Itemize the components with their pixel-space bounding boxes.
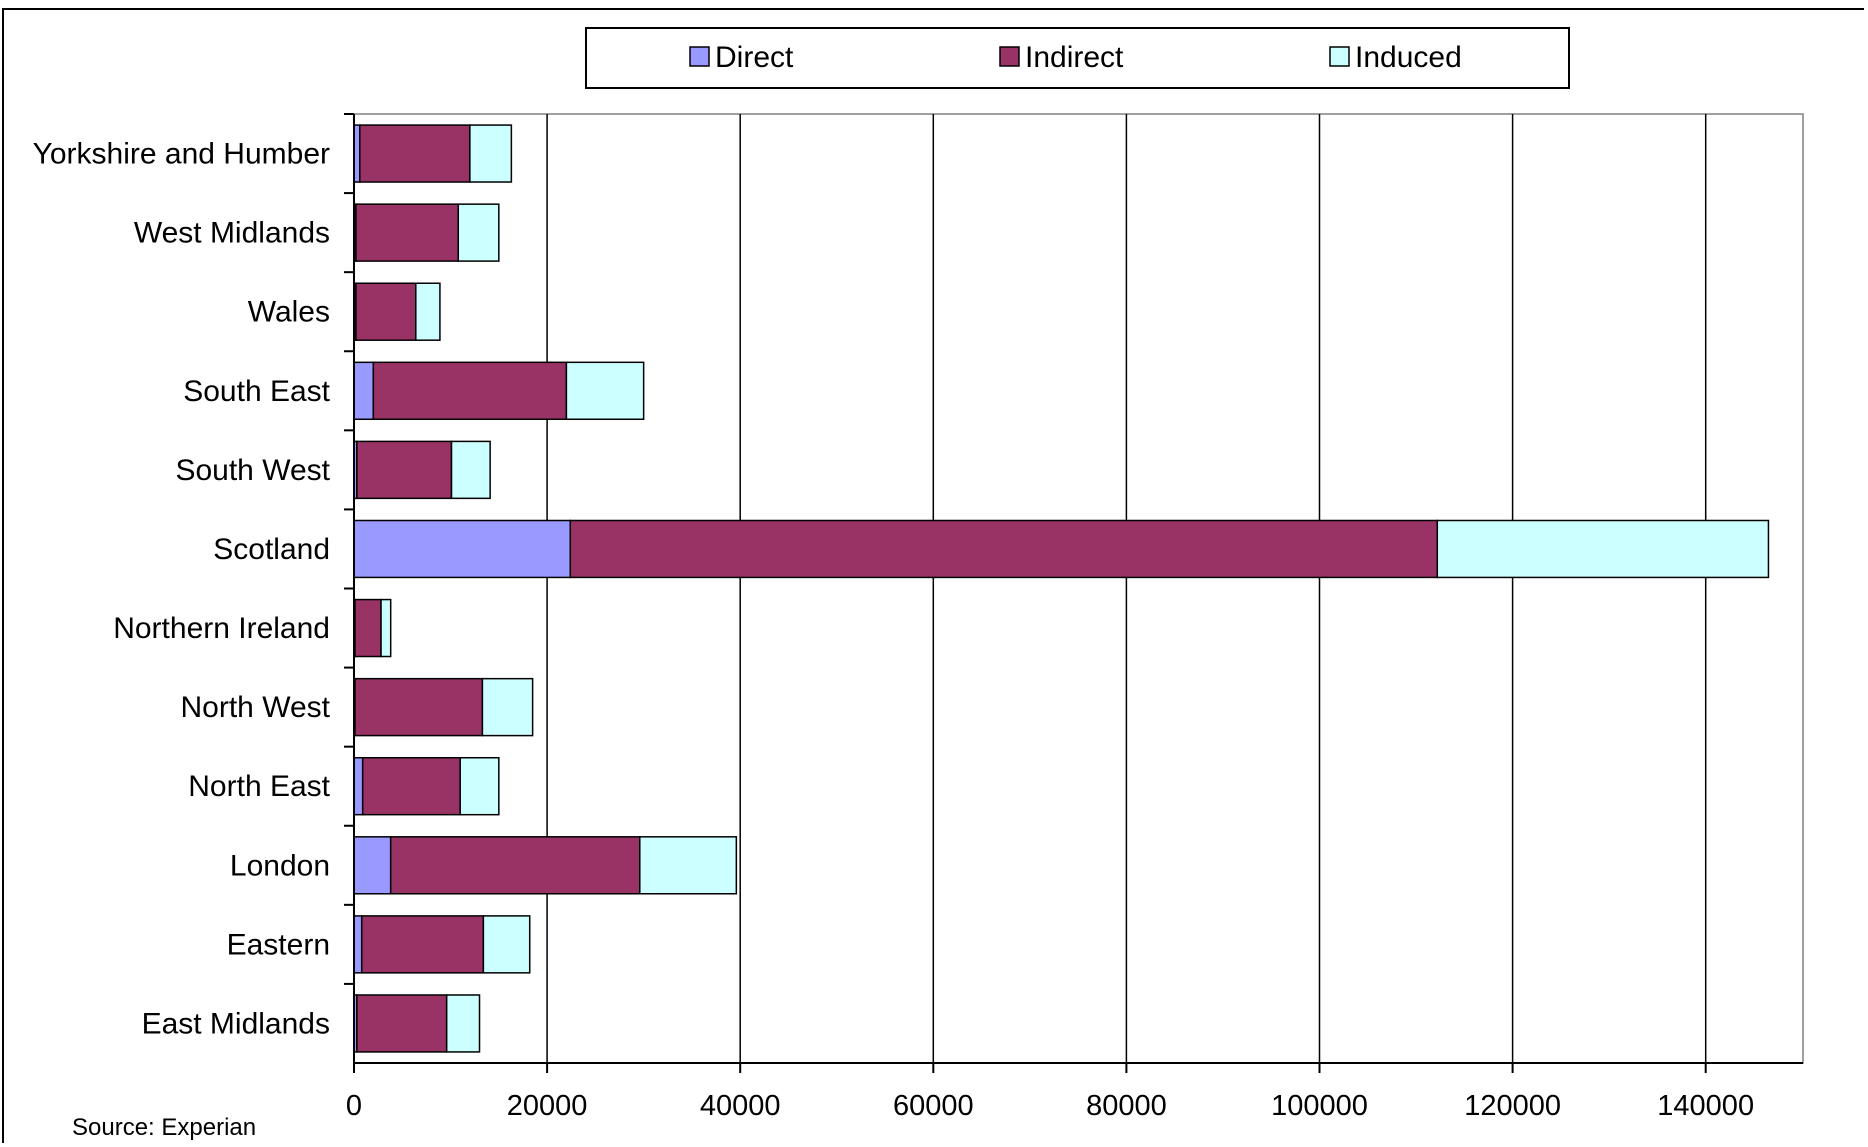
bar-london-indirect bbox=[389, 836, 641, 895]
bar-london-direct bbox=[353, 836, 392, 895]
category-label-south-east: South East bbox=[183, 375, 330, 408]
category-label-west-midlands: West Midlands bbox=[134, 217, 330, 250]
bar-north-west-induced bbox=[481, 677, 534, 737]
category-labels: Yorkshire and Humber West Midlands Wales So… bbox=[33, 138, 331, 1041]
x-tick-label-60000: 60000 bbox=[893, 1090, 974, 1122]
bar-east-midlands-indirect bbox=[356, 994, 448, 1053]
legend: Direct Indirect Induced bbox=[585, 27, 1570, 89]
bar-eastern-indirect bbox=[360, 915, 485, 974]
x-tick-label-140000: 140000 bbox=[1657, 1090, 1754, 1122]
bar-northern-ireland-induced bbox=[380, 598, 392, 658]
bar-south-west-induced bbox=[450, 440, 491, 500]
bar-wales-indirect bbox=[355, 282, 417, 341]
bar-south-east-indirect bbox=[372, 361, 568, 421]
category-label-north-east: North East bbox=[188, 770, 330, 803]
plot-area bbox=[353, 113, 1804, 1064]
bar-west-midlands-indirect bbox=[355, 203, 460, 262]
axes bbox=[344, 113, 1803, 1073]
x-tick-label-40000: 40000 bbox=[700, 1090, 781, 1122]
bar-eastern-induced bbox=[482, 915, 531, 974]
chart-frame bbox=[2, 8, 1864, 1143]
bar-west-midlands-induced bbox=[457, 203, 500, 262]
bar-scotland-indirect bbox=[569, 519, 1439, 579]
category-label-eastern: Eastern bbox=[227, 928, 330, 961]
legend-label-direct: Direct bbox=[715, 41, 794, 74]
legend-swatch-induced bbox=[1329, 46, 1350, 67]
bar-wales-induced bbox=[415, 282, 441, 341]
category-label-scotland: Scotland bbox=[213, 533, 330, 566]
bar-eastern-direct bbox=[353, 915, 363, 974]
legend-label-indirect: Indirect bbox=[1025, 41, 1124, 74]
source-note: Source: Experian bbox=[72, 1114, 257, 1141]
x-tick-label-20000: 20000 bbox=[507, 1090, 588, 1122]
category-label-north-west: North West bbox=[181, 691, 331, 724]
category-label-wales: Wales bbox=[248, 296, 330, 329]
legend-swatch-indirect bbox=[999, 46, 1020, 67]
x-tick-label-100000: 100000 bbox=[1271, 1090, 1368, 1122]
bar-north-east-induced bbox=[459, 756, 500, 816]
x-tick-label-0: 0 bbox=[346, 1090, 362, 1122]
bar-south-west-indirect bbox=[356, 440, 453, 500]
bar-scotland-direct bbox=[353, 519, 572, 579]
x-tick-label-120000: 120000 bbox=[1464, 1090, 1561, 1122]
category-label-east-midlands: East Midlands bbox=[142, 1007, 330, 1040]
bars bbox=[353, 124, 1770, 1053]
bar-south-east-direct bbox=[353, 361, 375, 421]
bar-north-west-indirect bbox=[354, 677, 484, 737]
legend-label-induced: Induced bbox=[1355, 41, 1462, 74]
legend-box bbox=[585, 27, 1570, 89]
x-tick-label-80000: 80000 bbox=[1086, 1090, 1167, 1122]
category-label-london: London bbox=[230, 849, 330, 882]
bar-north-east-indirect bbox=[361, 756, 461, 816]
bar-yorkshire-and-humber-indirect bbox=[359, 124, 471, 183]
bar-northern-ireland-indirect bbox=[354, 598, 382, 658]
bar-east-midlands-induced bbox=[445, 994, 481, 1053]
bar-london-induced bbox=[639, 836, 738, 895]
category-label-northern-ireland: Northern Ireland bbox=[113, 612, 330, 645]
x-tick-labels: 0 20000 40000 60000 80000 100000 120000 140000 bbox=[346, 1090, 1754, 1122]
bar-south-east-induced bbox=[565, 361, 645, 421]
bar-north-east-direct bbox=[353, 756, 364, 816]
legend-swatch-direct bbox=[689, 46, 710, 67]
category-label-south-west: South West bbox=[175, 454, 330, 487]
bar-scotland-induced bbox=[1436, 519, 1770, 579]
category-label-yorkshire-and-humber: Yorkshire and Humber bbox=[33, 138, 330, 171]
grid-lines bbox=[353, 113, 1804, 1064]
bar-yorkshire-and-humber-induced bbox=[469, 124, 513, 183]
